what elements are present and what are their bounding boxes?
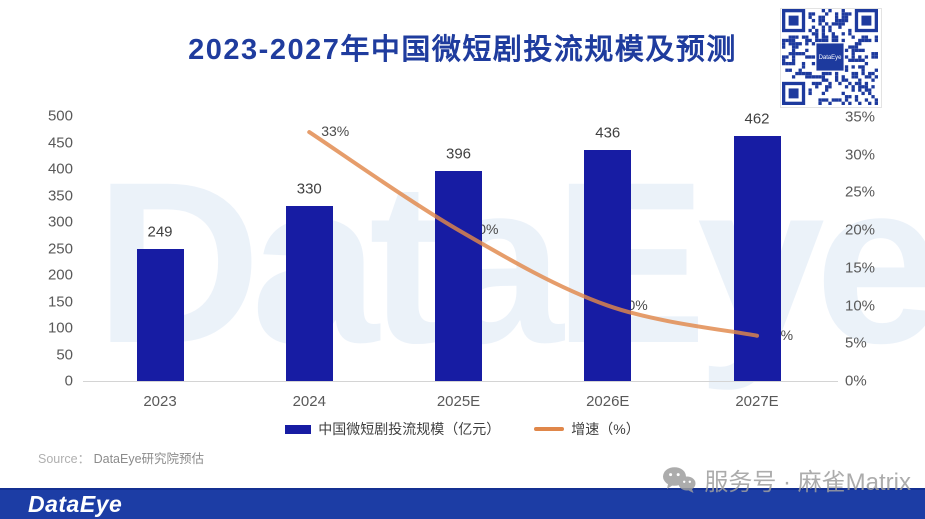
bar — [136, 249, 184, 381]
bar — [285, 206, 333, 381]
bar-value-label: 249 — [147, 223, 173, 241]
right-tick: 0% — [845, 372, 867, 390]
right-tick: 5% — [845, 334, 867, 352]
left-tick: 150 — [47, 293, 73, 310]
legend: 中国微短剧投流规模（亿元） 增速（%） — [0, 419, 925, 439]
footer-watermark: 服务号 · 麻雀Matrix — [662, 462, 911, 497]
bar-value-label: 462 — [744, 110, 770, 128]
source-text: DataEye研究院预估 — [93, 452, 205, 466]
background-watermark: DataEye — [95, 134, 925, 391]
growth-line-path — [307, 130, 759, 338]
growth-label: 33% — [321, 123, 350, 140]
right-tick: 10% — [845, 297, 876, 315]
chart-title: 2023-2027年中国微短剧投流规模及预测 — [188, 34, 737, 66]
left-tick: 200 — [47, 266, 73, 284]
left-tick: 300 — [47, 213, 73, 231]
bar-value-label: 396 — [445, 145, 472, 163]
left-tick: 500 — [47, 107, 73, 125]
source-label: Source： — [38, 452, 91, 466]
left-tick: 50 — [56, 346, 73, 363]
x-axis-label: 2026E — [586, 393, 630, 410]
bar-swatch-icon — [285, 424, 312, 434]
bar — [733, 136, 781, 381]
right-tick: 15% — [845, 259, 876, 277]
left-tick: 0 — [64, 372, 73, 390]
footer-watermark-text: 服务号 · 麻雀Matrix — [704, 469, 911, 496]
legend-item-line: 增速（%） — [534, 419, 640, 439]
left-tick: 250 — [47, 240, 73, 257]
qr-logo-label: DataEye — [819, 55, 842, 61]
bar-value-label: 436 — [595, 124, 621, 142]
x-axis-label: 2025E — [436, 393, 481, 410]
left-tick: 100 — [47, 319, 73, 337]
legend-bar-label: 中国微短剧投流规模（亿元） — [318, 421, 501, 437]
legend-line-label: 增速（%） — [571, 421, 640, 437]
bar-value-label: 330 — [296, 180, 322, 198]
left-tick: 350 — [47, 187, 73, 204]
dataeye-logo: DataEye — [28, 491, 123, 517]
bar — [584, 149, 632, 381]
wechat-icon — [663, 466, 696, 493]
qr-code-image: DataEye — [782, 9, 878, 105]
left-tick: 450 — [47, 134, 73, 151]
footer-bar: DataEye — [0, 488, 925, 519]
qr-center-logo — [816, 43, 844, 71]
right-tick: 25% — [845, 183, 876, 201]
left-tick: 400 — [47, 160, 73, 178]
x-axis-line — [83, 381, 838, 382]
bar — [435, 171, 482, 381]
x-axis-label: 2023 — [143, 393, 177, 410]
right-tick: 20% — [845, 221, 876, 239]
x-axis-label: 2024 — [292, 393, 326, 410]
x-axis-label: 2027E — [735, 393, 779, 410]
line-swatch-icon — [534, 427, 565, 431]
legend-item-bar: 中国微短剧投流规模（亿元） — [285, 419, 500, 439]
right-tick: 35% — [845, 108, 876, 126]
qr-code: DataEye — [780, 8, 882, 108]
right-tick: 30% — [845, 146, 876, 164]
source-note: Source： DataEye研究院预估 — [38, 448, 204, 467]
